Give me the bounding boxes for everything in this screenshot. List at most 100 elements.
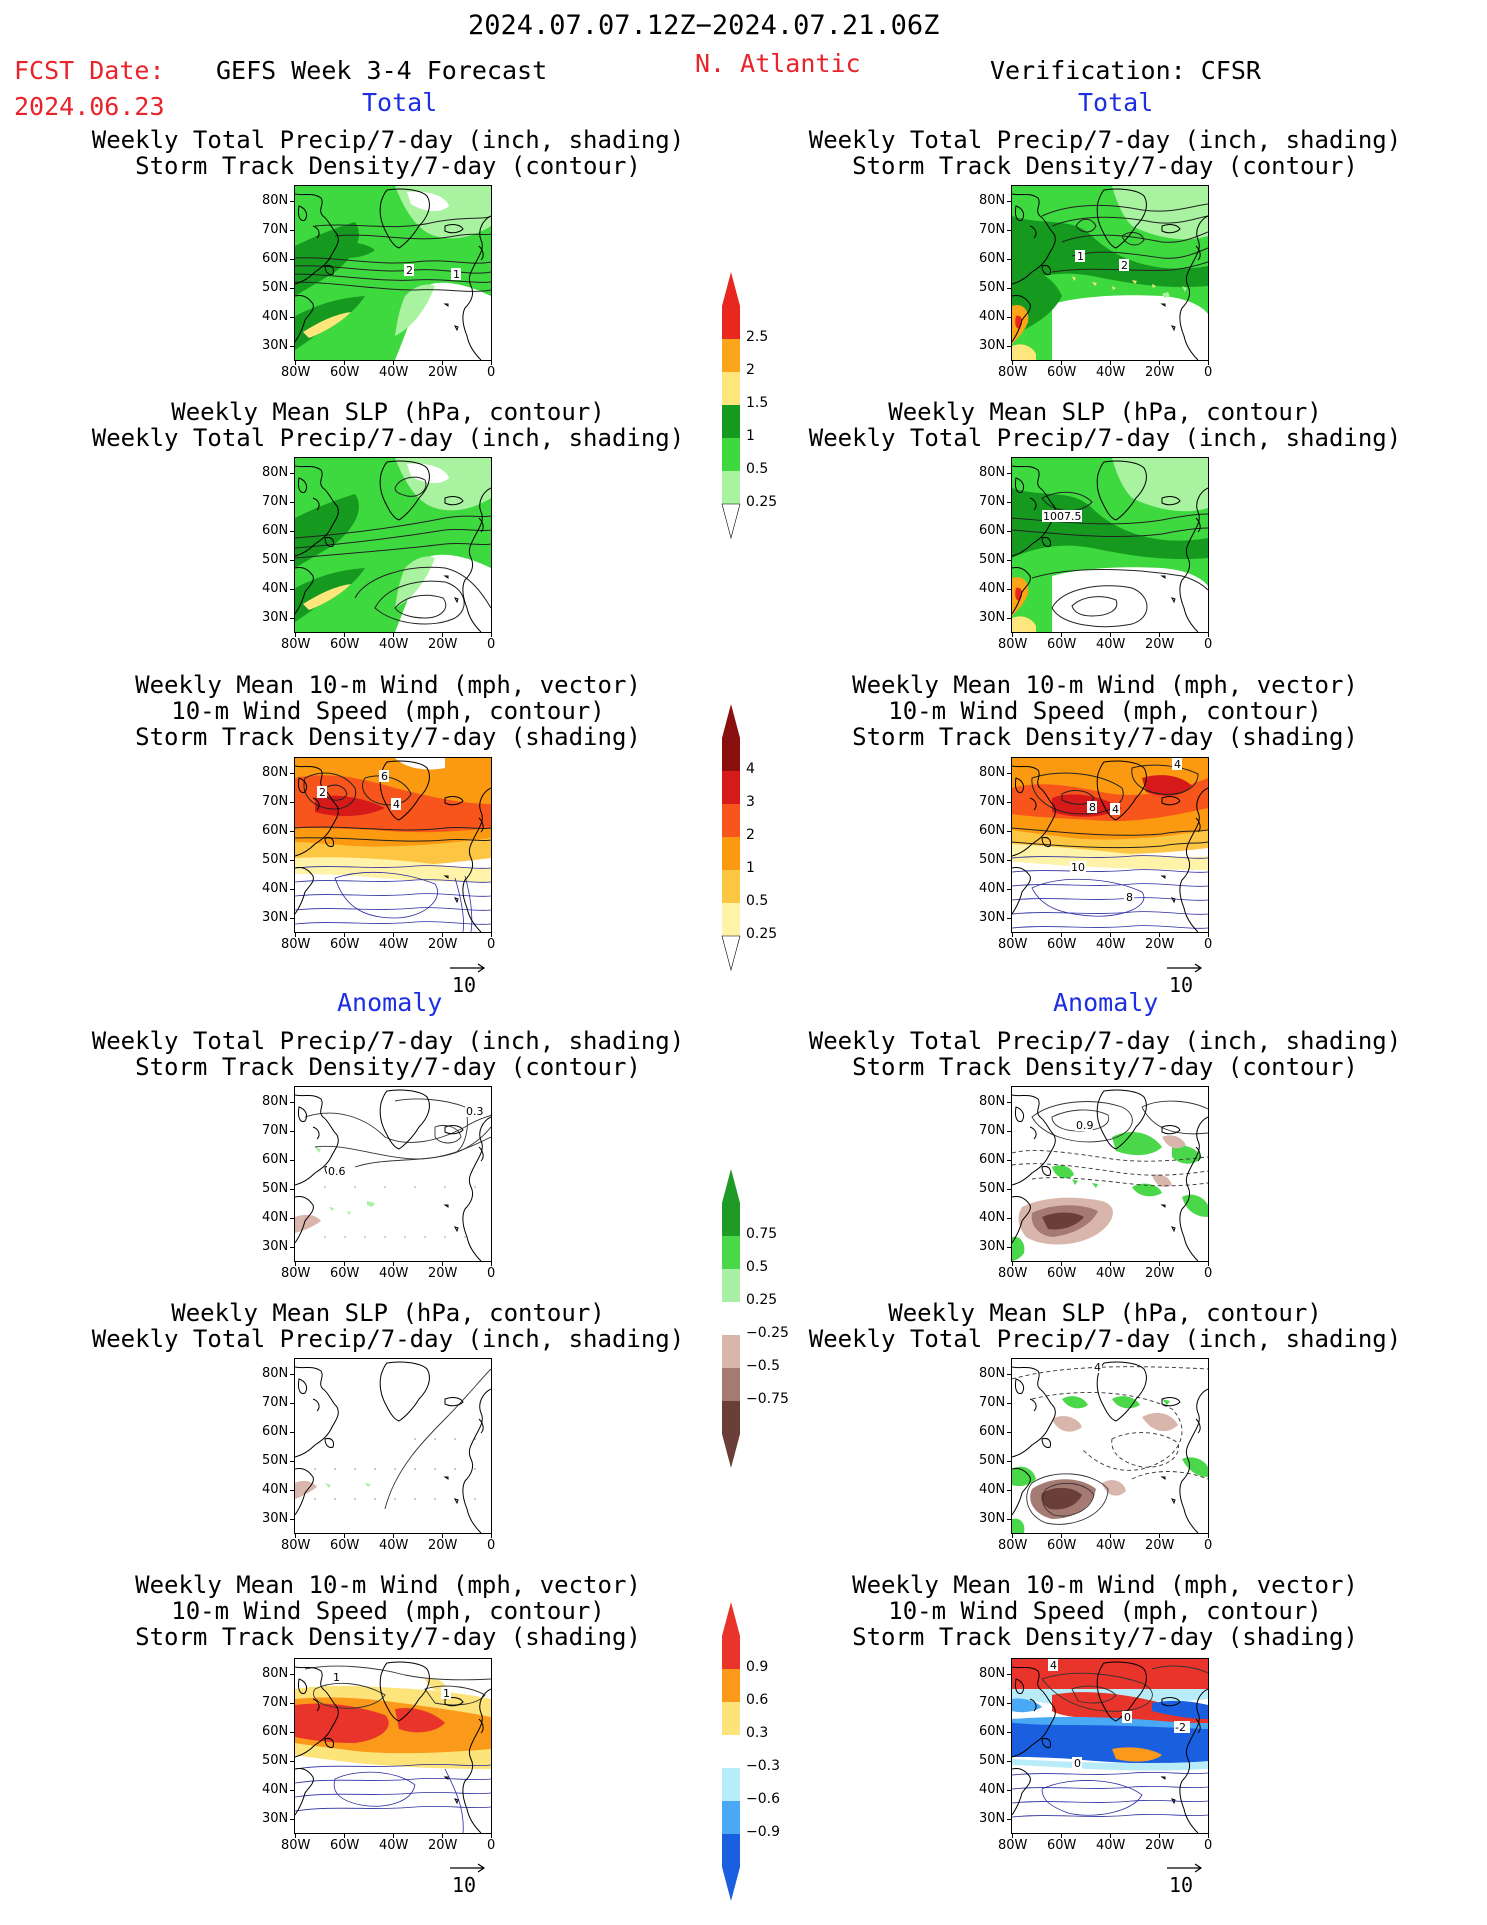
lat-tick-mark <box>290 1374 295 1375</box>
lon-tick-mark <box>1061 1833 1062 1838</box>
lon-tick-label: 60W <box>330 365 360 380</box>
lat-tick-label: 80N <box>262 193 289 208</box>
contour-label: 1007.5 <box>1043 510 1082 523</box>
map-obs-total-wind: 8 4 4 10 8 <box>1011 757 1209 933</box>
section-anomaly-right: Anomaly <box>1053 988 1159 1017</box>
lat-tick-label: 40N <box>262 881 289 896</box>
lat-tick-label: 70N <box>979 1395 1006 1410</box>
colorbar-label: 0.25 <box>746 926 778 942</box>
lat-tick-mark <box>290 1189 295 1190</box>
lon-tick-label: 60W <box>330 1266 360 1281</box>
lon-tick-mark <box>491 1833 492 1838</box>
arrow-right-icon <box>450 1863 486 1873</box>
lon-tick-mark <box>1012 1261 1013 1266</box>
section-total-left: Total <box>362 88 438 117</box>
lon-tick-mark <box>491 632 492 637</box>
lat-tick-label: 70N <box>262 794 289 809</box>
lon-tick-mark <box>1061 360 1062 365</box>
lon-tick-mark <box>491 360 492 365</box>
lat-tick-label: 60N <box>979 1152 1006 1167</box>
lat-tick-label: 40N <box>262 309 289 324</box>
contour-label: 4 <box>1050 1659 1057 1672</box>
title-line: Weekly Mean 10-m Wind (mph, vector) <box>852 1571 1358 1599</box>
lat-tick-label: 80N <box>262 465 289 480</box>
contour-label: 4 <box>1094 1361 1101 1374</box>
colorbar-segment <box>722 837 740 870</box>
lat-tick-label: 80N <box>262 1094 289 1109</box>
map-obs-total-slp-precip: 1007.5 <box>1011 457 1209 633</box>
lat-tick-mark <box>290 918 295 919</box>
title-fcst-anom-precip-storm: Weekly Total Precip/7-day (inch, shading… <box>28 1028 748 1080</box>
lat-tick-label: 60N <box>979 823 1006 838</box>
title-line: Weekly Mean SLP (hPa, contour) <box>171 1299 605 1327</box>
lon-tick-label: 40W <box>1096 1538 1126 1553</box>
region-label: N. Atlantic <box>695 49 861 78</box>
colorbar-bottom-arrow <box>721 935 741 972</box>
lat-tick-mark <box>1007 473 1012 474</box>
lat-tick-label: 60N <box>262 1152 289 1167</box>
lon-tick-mark <box>393 932 394 937</box>
colorbar-label: 0.3 <box>746 1725 769 1741</box>
colorbar-label: 0.75 <box>746 1226 778 1242</box>
lat-tick-mark <box>290 1247 295 1248</box>
lat-tick-label: 40N <box>979 581 1006 596</box>
contour-label: 1 <box>333 1671 340 1684</box>
lon-tick-label: 20W <box>428 1538 458 1553</box>
colorbar-bottom-arrow <box>722 1867 740 1901</box>
lat-tick-label: 40N <box>262 1210 289 1225</box>
lon-tick-mark <box>1061 932 1062 937</box>
lon-tick-label: 0 <box>487 365 496 380</box>
lat-tick-label: 70N <box>262 222 289 237</box>
lat-tick-label: 80N <box>262 1666 289 1681</box>
lat-tick-mark <box>1007 1761 1012 1762</box>
lon-tick-mark <box>1012 1533 1013 1538</box>
contour-label: 0.9 <box>1076 1119 1094 1132</box>
lon-tick-label: 0 <box>1204 1538 1213 1553</box>
lat-tick-mark <box>290 889 295 890</box>
title-line: 10-m Wind Speed (mph, contour) <box>171 1597 605 1625</box>
lat-tick-mark <box>1007 831 1012 832</box>
lat-tick-mark <box>1007 1403 1012 1404</box>
contour-label: 6 <box>381 770 388 783</box>
title-line: Storm Track Density/7-day (shading) <box>135 1623 641 1651</box>
lat-tick-mark <box>1007 1102 1012 1103</box>
title-obs-precip-storm: Weekly Total Precip/7-day (inch, shading… <box>745 127 1465 179</box>
lon-tick-label: 40W <box>1096 937 1126 952</box>
lat-tick-mark <box>290 1674 295 1675</box>
vector-ref-label: 10 <box>452 973 477 997</box>
lat-tick-label: 70N <box>979 1695 1006 1710</box>
title-fcst-slp-precip: Weekly Mean SLP (hPa, contour) Weekly To… <box>28 399 748 451</box>
lat-tick-label: 70N <box>979 1123 1006 1138</box>
lat-tick-label: 80N <box>262 765 289 780</box>
colorbar-bottom-arrow <box>721 503 741 540</box>
lon-tick-mark <box>1159 932 1160 937</box>
colorbar-segment <box>722 1702 740 1735</box>
lat-tick-mark <box>1007 889 1012 890</box>
colorbar-graphic <box>721 704 741 972</box>
lat-tick-label: 40N <box>262 581 289 596</box>
lat-tick-label: 70N <box>262 1695 289 1710</box>
lon-tick-label: 80W <box>281 365 311 380</box>
lat-tick-label: 50N <box>979 852 1006 867</box>
lon-tick-label: 40W <box>379 1538 409 1553</box>
lat-tick-mark <box>1007 560 1012 561</box>
lat-tick-mark <box>1007 1819 1012 1820</box>
lat-tick-label: 40N <box>262 1782 289 1797</box>
lat-tick-mark <box>290 589 295 590</box>
lat-tick-mark <box>290 230 295 231</box>
lon-tick-mark <box>295 932 296 937</box>
colorbar-segment <box>722 1203 740 1236</box>
title-line: 10-m Wind Speed (mph, contour) <box>171 697 605 725</box>
colorbar-segment <box>722 1335 740 1368</box>
colorbar-total-storm: 4 3 2 1 0.5 0.25 <box>720 702 777 980</box>
lat-tick-mark <box>290 1703 295 1704</box>
vector-ref-label: 10 <box>1169 973 1194 997</box>
colorbar-label: 0.5 <box>746 461 769 477</box>
lat-tick-mark <box>290 1461 295 1462</box>
lat-tick-mark <box>290 531 295 532</box>
lon-tick-label: 40W <box>379 637 409 652</box>
lat-tick-label: 40N <box>979 309 1006 324</box>
lon-tick-label: 0 <box>1204 637 1213 652</box>
colorbar-label: 1 <box>746 860 755 876</box>
lat-tick-label: 70N <box>262 1123 289 1138</box>
